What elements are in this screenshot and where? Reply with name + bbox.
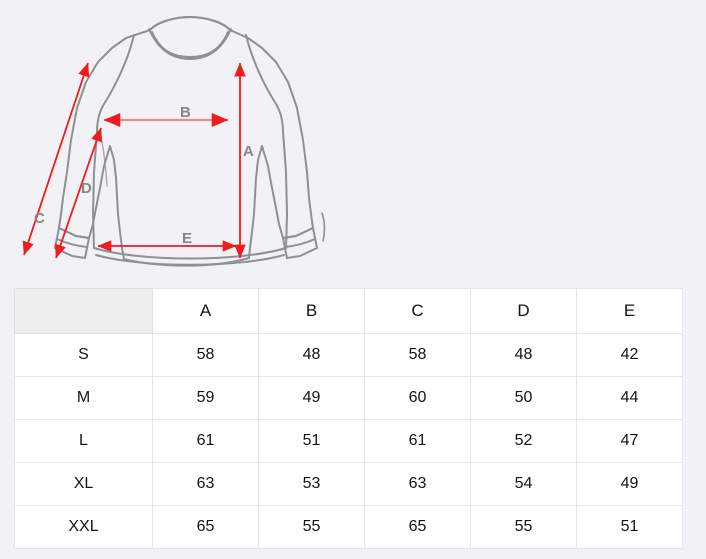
- cell-xxl-c: 65: [364, 505, 471, 549]
- measure-label-e: E: [182, 230, 193, 247]
- cell-l-d: 52: [470, 419, 577, 463]
- cell-xxl-a: 65: [152, 505, 259, 549]
- garment-outline: [54, 16, 326, 267]
- table-row: S 58 48 58 48 42: [14, 333, 683, 377]
- measure-label-d: D: [81, 180, 92, 197]
- table-row: L 61 51 61 52 47: [14, 419, 683, 463]
- row-label-xl: XL: [14, 462, 153, 506]
- cell-s-b: 48: [258, 333, 365, 377]
- column-header-c: C: [364, 288, 471, 334]
- cell-xxl-b: 55: [258, 505, 365, 549]
- cell-xxl-d: 55: [470, 505, 577, 549]
- measure-label-a: A: [243, 143, 254, 160]
- measure-label-c: C: [34, 210, 45, 227]
- row-label-xxl: XXL: [14, 505, 153, 549]
- cell-l-e: 47: [576, 419, 683, 463]
- garment-diagram: A B C D E: [22, 16, 326, 267]
- column-header-d: D: [470, 288, 577, 334]
- measure-arrow-d: [54, 127, 103, 259]
- cell-xl-e: 49: [576, 462, 683, 506]
- cell-xl-c: 63: [364, 462, 471, 506]
- size-chart-table: A B C D E S 58 48 58 48 42 M 59 49 60 50: [14, 288, 683, 549]
- garment-illustration: [22, 16, 326, 267]
- header-row: A B C D E: [14, 288, 683, 334]
- size-chart-container: A B C D E S 58 48 58 48 42 M 59 49 60 50: [14, 288, 683, 549]
- cell-xl-d: 54: [470, 462, 577, 506]
- cell-s-d: 48: [470, 333, 577, 377]
- table-row: M 59 49 60 50 44: [14, 376, 683, 420]
- row-label-l: L: [14, 419, 153, 463]
- cell-l-a: 61: [152, 419, 259, 463]
- header-corner-cell: [14, 288, 153, 334]
- column-header-b: B: [258, 288, 365, 334]
- cell-xl-a: 63: [152, 462, 259, 506]
- table-row: XL 63 53 63 54 49: [14, 462, 683, 506]
- cell-xxl-e: 51: [576, 505, 683, 549]
- cell-s-a: 58: [152, 333, 259, 377]
- cell-l-c: 61: [364, 419, 471, 463]
- cell-m-b: 49: [258, 376, 365, 420]
- table-row: XXL 65 55 65 55 51: [14, 505, 683, 549]
- row-label-s: S: [14, 333, 153, 377]
- row-label-m: M: [14, 376, 153, 420]
- column-header-a: A: [152, 288, 259, 334]
- measure-label-b: B: [180, 104, 191, 121]
- cell-s-c: 58: [364, 333, 471, 377]
- cell-m-d: 50: [470, 376, 577, 420]
- table-body: S 58 48 58 48 42 M 59 49 60 50 44 L 61 5…: [14, 333, 683, 549]
- cell-xl-b: 53: [258, 462, 365, 506]
- table-header: A B C D E: [14, 288, 683, 334]
- cell-m-c: 60: [364, 376, 471, 420]
- cell-m-e: 44: [576, 376, 683, 420]
- cell-m-a: 59: [152, 376, 259, 420]
- cell-l-b: 51: [258, 419, 365, 463]
- column-header-e: E: [576, 288, 683, 334]
- cell-s-e: 42: [576, 333, 683, 377]
